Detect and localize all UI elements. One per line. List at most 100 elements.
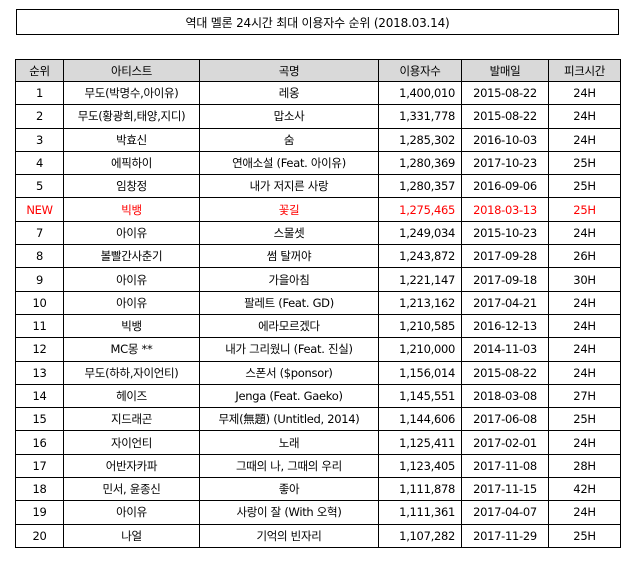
table-row: 2 무도(황광희,태양,지디) 맙소사 1,331,778 2015-08-22 24H	[15, 104, 621, 129]
artist-cell: 아이유	[63, 220, 200, 246]
release-date-cell: 2016-09-06	[461, 174, 549, 199]
table-row: 1 무도(박명수,아이유) 레옹 1,400,010 2015-08-22 24H	[15, 80, 621, 106]
users-cell: 1,111,361	[378, 500, 462, 525]
table-header-row: 순위 아티스트 곡명 이용자수 발매일 피크시간	[15, 59, 621, 82]
table-row: 8 볼빨간사춘기 썸 탈꺼야 1,243,872 2017-09-28 26H	[15, 244, 621, 269]
header-users: 이용자수	[378, 59, 462, 82]
artist-cell: 에픽하이	[63, 150, 200, 176]
song-cell: 노래	[199, 430, 379, 455]
peak-time-cell: 24H	[548, 430, 621, 455]
rank-cell: 15	[15, 407, 64, 432]
peak-time-cell: 24H	[548, 360, 621, 385]
table-row: 9 아이유 가을아침 1,221,147 2017-09-18 30H	[15, 267, 621, 292]
artist-cell: 빅뱅	[63, 197, 200, 222]
rank-cell: 20	[15, 523, 64, 548]
song-cell: Jenga (Feat. Gaeko)	[199, 383, 379, 409]
users-cell: 1,243,872	[378, 244, 462, 269]
users-cell: 1,144,606	[378, 407, 462, 432]
table-row: 20 나얼 기억의 빈자리 1,107,282 2017-11-29 25H	[15, 523, 621, 548]
peak-time-cell: 24H	[548, 80, 621, 106]
users-cell: 1,331,778	[378, 104, 462, 129]
users-cell: 1,280,357	[378, 174, 462, 199]
song-cell: 팔레트 (Feat. GD)	[199, 290, 379, 315]
users-cell: 1,210,585	[378, 313, 462, 339]
table-row: 17 어반자카파 그때의 나, 그때의 우리 1,123,405 2017-11-08 2…	[15, 453, 621, 479]
song-cell: 에라모르겠다	[199, 313, 379, 339]
song-cell: 그때의 나, 그때의 우리	[199, 453, 379, 479]
artist-cell: 임창정	[63, 174, 200, 199]
artist-cell: 나얼	[63, 523, 200, 548]
header-release-date: 발매일	[461, 59, 549, 82]
users-cell: 1,213,162	[378, 290, 462, 315]
song-cell: 좋아	[199, 477, 379, 502]
table-row: 13 무도(하하,자이언티) 스폰서 ($ponsor) 1,156,014 2015-…	[15, 360, 621, 385]
table-row: NEW 빅뱅 꽃길 1,275,465 2018-03-13 25H	[15, 197, 621, 222]
artist-cell: 볼빨간사춘기	[63, 244, 200, 269]
users-cell: 1,280,369	[378, 150, 462, 176]
table-row: 14 헤이즈 Jenga (Feat. Gaeko) 1,145,551 2018-03…	[15, 383, 621, 409]
release-date-cell: 2017-04-07	[461, 500, 549, 525]
users-cell: 1,125,411	[378, 430, 462, 455]
table-row: 19 아이유 사랑이 잘 (With 오혁) 1,111,361 2017-04-07 2…	[15, 500, 621, 525]
users-cell: 1,249,034	[378, 220, 462, 246]
artist-cell: MC몽 **	[63, 337, 200, 362]
table-row: 15 지드래곤 무제(無題) (Untitled, 2014) 1,144,606 20…	[15, 407, 621, 432]
rank-cell: 11	[15, 313, 64, 339]
table-row: 11 빅뱅 에라모르겠다 1,210,585 2016-12-13 24H	[15, 313, 621, 339]
artist-cell: 무도(황광희,태양,지디)	[63, 104, 200, 129]
release-date-cell: 2017-09-18	[461, 267, 549, 292]
song-cell: 스폰서 ($ponsor)	[199, 360, 379, 385]
peak-time-cell: 24H	[548, 104, 621, 129]
rank-cell: 12	[15, 337, 64, 362]
artist-cell: 자이언티	[63, 430, 200, 455]
release-date-cell: 2017-02-01	[461, 430, 549, 455]
peak-time-cell: 42H	[548, 477, 621, 502]
users-cell: 1,123,405	[378, 453, 462, 479]
table-row: 12 MC몽 ** 내가 그리웠니 (Feat. 진실) 1,210,000 2014-…	[15, 337, 621, 362]
header-song: 곡명	[199, 59, 379, 82]
artist-cell: 지드래곤	[63, 407, 200, 432]
rank-cell: 4	[15, 150, 64, 176]
release-date-cell: 2015-08-22	[461, 104, 549, 129]
song-cell: 연애소설 (Feat. 아이유)	[199, 150, 379, 176]
artist-cell: 무도(하하,자이언티)	[63, 360, 200, 385]
song-cell: 내가 저지른 사랑	[199, 174, 379, 199]
users-cell: 1,111,878	[378, 477, 462, 502]
peak-time-cell: 26H	[548, 244, 621, 269]
table-row: 5 임창정 내가 저지른 사랑 1,280,357 2016-09-06 25H	[15, 174, 621, 199]
release-date-cell: 2017-06-08	[461, 407, 549, 432]
table-row: 10 아이유 팔레트 (Feat. GD) 1,213,162 2017-04-21 24…	[15, 290, 621, 315]
peak-time-cell: 24H	[548, 127, 621, 152]
release-date-cell: 2017-10-23	[461, 150, 549, 176]
users-cell: 1,210,000	[378, 337, 462, 362]
release-date-cell: 2017-11-15	[461, 477, 549, 502]
release-date-cell: 2017-11-29	[461, 523, 549, 548]
peak-time-cell: 25H	[548, 174, 621, 199]
peak-time-cell: 24H	[548, 313, 621, 339]
release-date-cell: 2018-03-13	[461, 197, 549, 222]
ranking-table: 순위 아티스트 곡명 이용자수 발매일 피크시간 1 무도(박명수,아이유) 레옹 1…	[15, 59, 621, 548]
rank-cell: NEW	[15, 197, 64, 222]
release-date-cell: 2017-11-08	[461, 453, 549, 479]
release-date-cell: 2017-04-21	[461, 290, 549, 315]
rank-cell: 9	[15, 267, 64, 292]
song-cell: 스물셋	[199, 220, 379, 246]
release-date-cell: 2015-10-23	[461, 220, 549, 246]
peak-time-cell: 28H	[548, 453, 621, 479]
rank-cell: 10	[15, 290, 64, 315]
table-row: 3 박효신 숨 1,285,302 2016-10-03 24H	[15, 127, 621, 152]
peak-time-cell: 24H	[548, 290, 621, 315]
rank-cell: 7	[15, 220, 64, 246]
peak-time-cell: 27H	[548, 383, 621, 409]
release-date-cell: 2016-12-13	[461, 313, 549, 339]
song-cell: 맙소사	[199, 104, 379, 129]
peak-time-cell: 24H	[548, 500, 621, 525]
users-cell: 1,107,282	[378, 523, 462, 548]
table-body: 1 무도(박명수,아이유) 레옹 1,400,010 2015-08-22 24H 2 무도(…	[15, 80, 621, 548]
table-row: 18 민서, 윤종신 좋아 1,111,878 2017-11-15 42H	[15, 477, 621, 502]
users-cell: 1,400,010	[378, 80, 462, 106]
header-rank: 순위	[15, 59, 64, 82]
peak-time-cell: 25H	[548, 197, 621, 222]
artist-cell: 아이유	[63, 267, 200, 292]
rank-cell: 8	[15, 244, 64, 269]
